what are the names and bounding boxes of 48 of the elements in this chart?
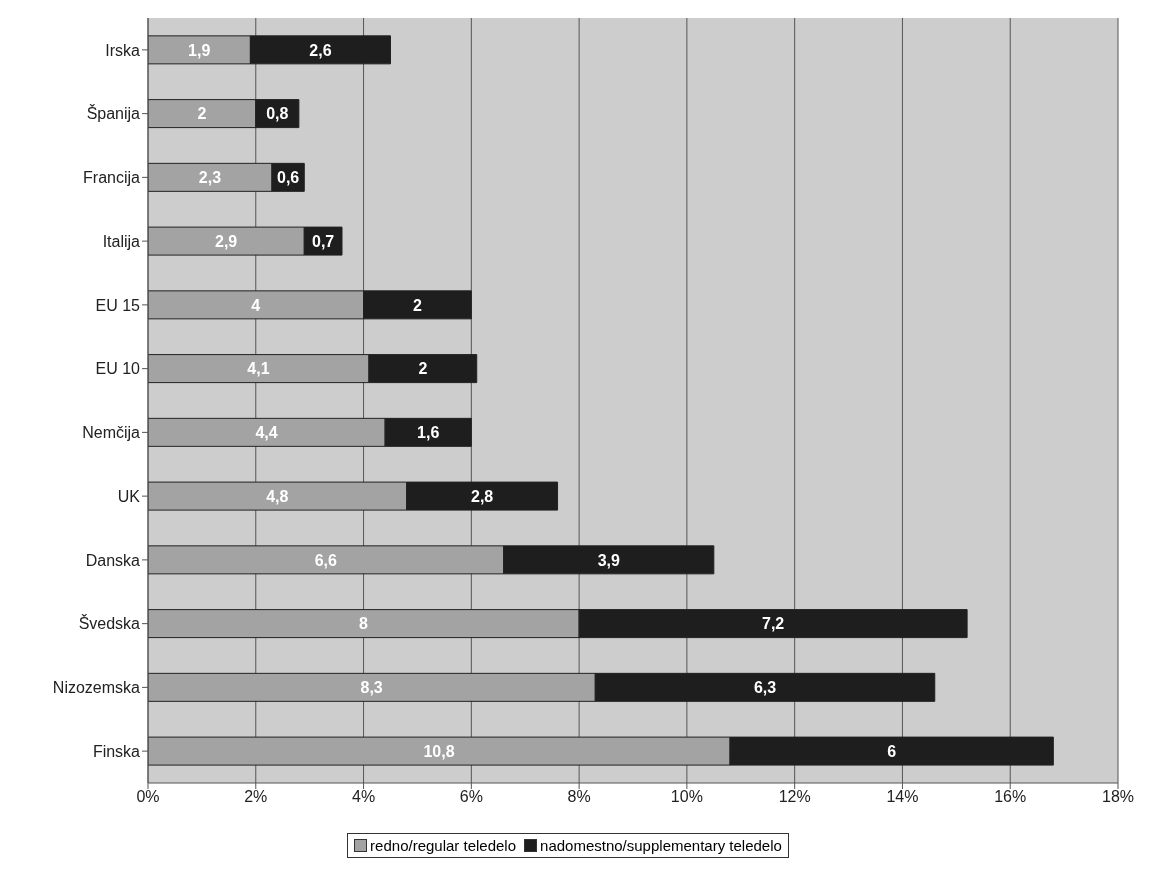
data-label: 4,8 bbox=[266, 487, 289, 505]
y-tick-label: EU 15 bbox=[95, 296, 141, 314]
data-label: 10,8 bbox=[423, 742, 455, 760]
data-label: 2,6 bbox=[309, 41, 332, 59]
data-label: 7,2 bbox=[761, 615, 785, 633]
y-tick-label: Italija bbox=[102, 232, 141, 250]
x-tick-label: 10% bbox=[670, 788, 703, 806]
x-tick-label: 12% bbox=[778, 788, 811, 806]
data-label: 1,6 bbox=[417, 424, 440, 442]
data-label: 0,6 bbox=[276, 169, 300, 187]
legend-label: nadomestno/supplementary teledelo bbox=[539, 837, 782, 854]
x-tick-label: 2% bbox=[244, 788, 268, 806]
data-label: 4,4 bbox=[255, 424, 278, 442]
x-tick-label: 6% bbox=[459, 788, 483, 806]
y-tick-label: Francija bbox=[83, 169, 141, 187]
data-label: 2,8 bbox=[470, 487, 494, 505]
data-label: 3,9 bbox=[597, 551, 620, 569]
y-tick-label: Nizozemska bbox=[52, 679, 141, 697]
x-tick-label: 18% bbox=[1101, 788, 1135, 806]
legend-label: redno/regular teledelo bbox=[369, 837, 517, 854]
y-tick-label: Švedska bbox=[78, 614, 141, 633]
data-label: 0,7 bbox=[312, 232, 335, 250]
x-tick-label: 16% bbox=[994, 788, 1027, 806]
data-label: 2 bbox=[412, 296, 422, 314]
data-label: 2 bbox=[418, 360, 428, 378]
y-tick-label: Irska bbox=[105, 41, 141, 59]
y-tick-label: UK bbox=[117, 487, 141, 505]
data-label: 6,6 bbox=[314, 551, 338, 569]
y-tick-label: Danska bbox=[85, 551, 141, 569]
x-tick-label: 0% bbox=[136, 788, 160, 806]
x-tick-label: 4% bbox=[351, 788, 376, 806]
data-label: 4 bbox=[251, 296, 261, 314]
data-label: 8,3 bbox=[360, 679, 383, 697]
data-label: 8 bbox=[359, 615, 369, 633]
y-tick-label: Nemčija bbox=[82, 424, 141, 442]
y-tick-label: Španija bbox=[86, 104, 141, 123]
data-label: 1,9 bbox=[188, 41, 211, 59]
data-label: 2,3 bbox=[198, 169, 222, 187]
x-tick-label: 8% bbox=[567, 788, 591, 806]
data-label: 6 bbox=[887, 742, 897, 760]
data-label: 0,8 bbox=[266, 105, 289, 123]
y-tick-label: EU 10 bbox=[95, 360, 141, 378]
data-label: 4,1 bbox=[247, 360, 270, 378]
data-label: 2,9 bbox=[215, 232, 238, 250]
x-tick-label: 14% bbox=[886, 788, 919, 806]
data-label: 2 bbox=[197, 105, 207, 123]
data-label: 6,3 bbox=[753, 679, 777, 697]
y-tick-label: Finska bbox=[92, 742, 141, 760]
